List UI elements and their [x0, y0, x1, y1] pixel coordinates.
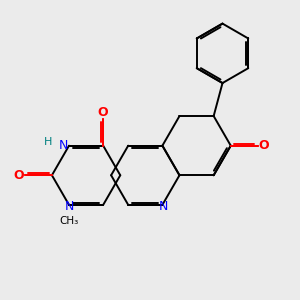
Text: N: N	[59, 139, 68, 152]
Text: O: O	[13, 169, 24, 182]
Text: N: N	[64, 200, 74, 213]
Text: O: O	[259, 139, 269, 152]
Text: O: O	[98, 106, 109, 119]
Text: N: N	[159, 200, 169, 213]
Text: CH₃: CH₃	[59, 216, 79, 226]
Text: H: H	[44, 137, 52, 147]
